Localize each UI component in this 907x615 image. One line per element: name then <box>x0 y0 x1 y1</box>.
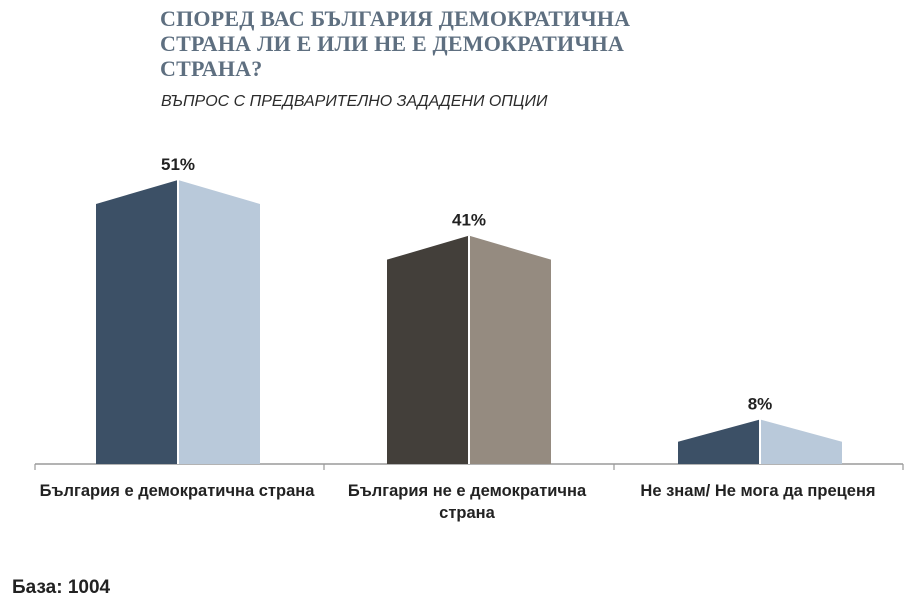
bar-left-face <box>96 180 178 464</box>
chart-subtitle: ВЪПРОС С ПРЕДВАРИТЕЛНО ЗАДАДЕНИ ОПЦИИ <box>161 93 548 110</box>
bar-right-face <box>178 180 260 464</box>
bar-right-face <box>469 235 551 464</box>
base-count: База: 1004 <box>12 577 111 598</box>
bar-left-face <box>678 419 760 464</box>
bar-right-face <box>760 419 842 464</box>
category-label-not-democratic: България не е демократична страна <box>347 482 587 522</box>
bar-left-face <box>387 235 469 464</box>
category-label-democratic: България е демократична страна <box>39 482 315 500</box>
bar-value-label: 51% <box>161 155 195 174</box>
category-label-dont-know: Не знам/ Не мога да преценя <box>640 482 876 500</box>
chart-title: СПОРЕД ВАС БЪЛГАРИЯ ДЕМОКРАТИЧНА СТРАНА … <box>160 6 631 81</box>
bar-value-label: 8% <box>748 394 773 413</box>
bar-value-label: 41% <box>452 211 486 230</box>
